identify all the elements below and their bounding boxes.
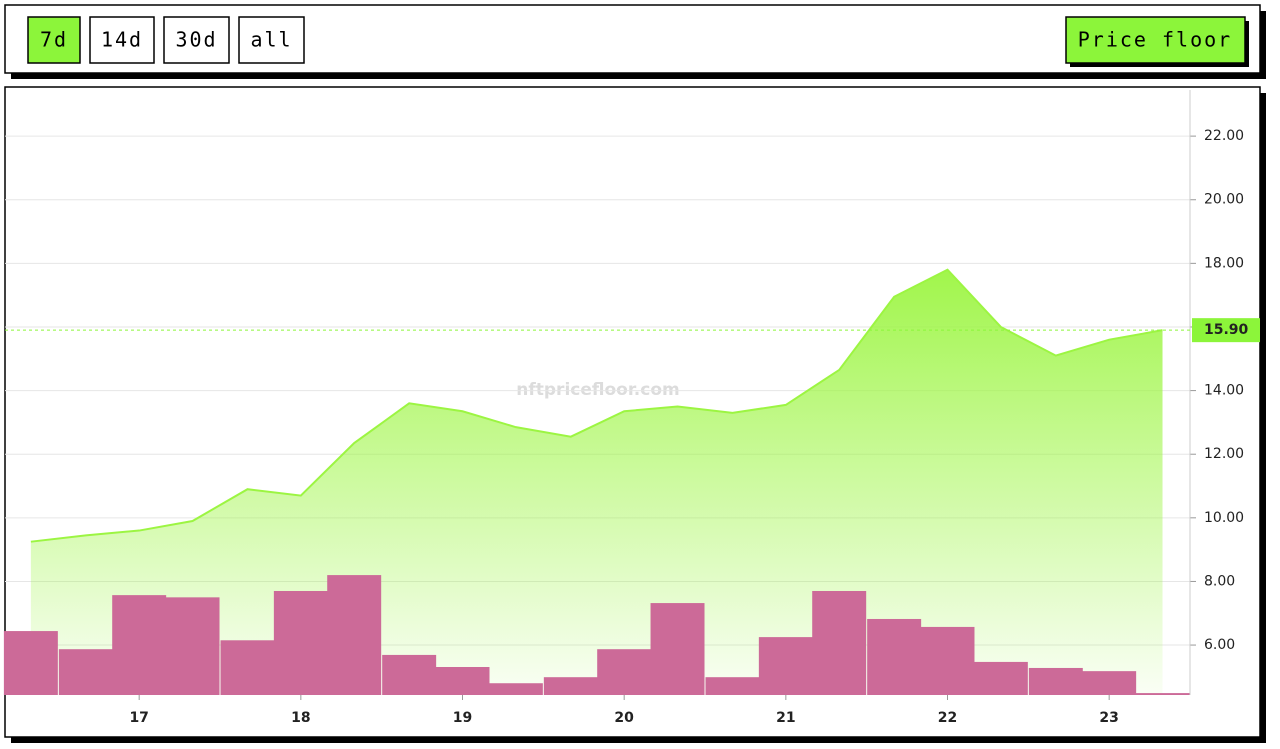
x-tick-label: 17 xyxy=(129,710,148,726)
bar xyxy=(3,631,58,695)
bar xyxy=(650,603,705,695)
range-button[interactable] xyxy=(89,16,155,64)
x-tick-label: 18 xyxy=(291,710,310,726)
watermark: nftpricefloor.com xyxy=(516,380,679,400)
y-tick-label: 20.00 xyxy=(1204,192,1244,208)
bar xyxy=(273,590,328,695)
toggle-label: Price floor xyxy=(1078,28,1232,52)
y-tick-label: 8.00 xyxy=(1204,573,1235,589)
range-label: 30d xyxy=(175,28,217,52)
bar xyxy=(705,677,760,695)
y-tick-label: 22.00 xyxy=(1204,128,1244,144)
bar xyxy=(867,618,922,695)
range-button[interactable] xyxy=(238,16,305,64)
bar xyxy=(543,677,598,695)
x-tick-label: 21 xyxy=(776,710,795,726)
y-tick-label: 12.00 xyxy=(1204,446,1244,462)
y-tick-label: 18.00 xyxy=(1204,255,1244,271)
range-label: 14d xyxy=(101,28,143,52)
marker-label: 15.90 xyxy=(1204,322,1249,338)
bar xyxy=(58,649,113,695)
x-tick-label: 20 xyxy=(614,710,634,726)
x-tick-label: 23 xyxy=(1099,710,1118,726)
bar xyxy=(812,590,867,695)
toggle-button[interactable] xyxy=(1065,16,1246,64)
bar xyxy=(1028,667,1083,695)
range-label: 7d xyxy=(40,28,68,52)
bar xyxy=(597,649,652,695)
y-tick-label: 6.00 xyxy=(1204,637,1235,653)
bar xyxy=(112,595,167,695)
bar xyxy=(973,661,1028,695)
bar xyxy=(758,637,813,695)
bar xyxy=(220,640,275,695)
range-button[interactable] xyxy=(163,16,230,64)
bar xyxy=(1135,693,1190,695)
range-button[interactable] xyxy=(27,16,81,64)
bar xyxy=(435,667,490,695)
bar xyxy=(920,626,975,695)
x-tick-label: 22 xyxy=(938,710,957,726)
bar xyxy=(327,575,382,695)
bar xyxy=(488,683,543,695)
range-label: all xyxy=(250,28,292,52)
bar xyxy=(382,654,437,695)
y-tick-label: 14.00 xyxy=(1204,383,1244,399)
line xyxy=(30,268,1163,543)
bar xyxy=(165,597,220,695)
y-tick-label: 10.00 xyxy=(1204,510,1244,526)
area xyxy=(30,269,1163,695)
x-tick-label: 19 xyxy=(453,710,472,726)
marker-box xyxy=(1192,318,1260,343)
bar xyxy=(1082,671,1137,695)
